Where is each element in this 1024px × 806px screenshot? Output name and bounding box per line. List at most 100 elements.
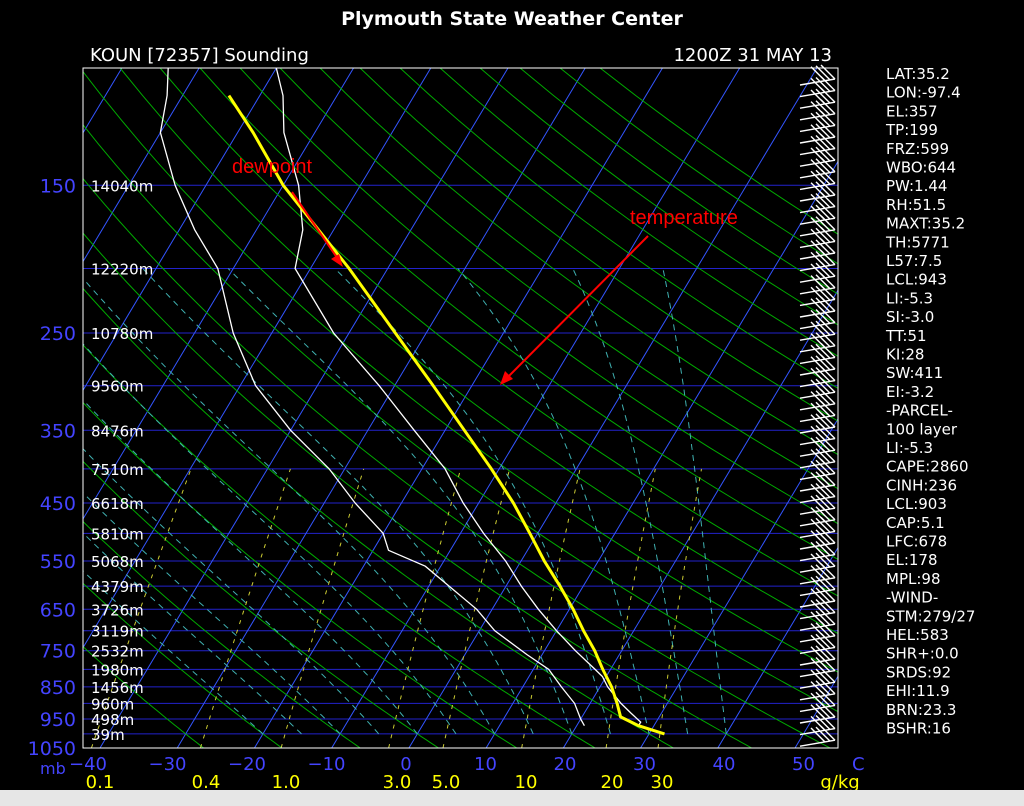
- background-lines: [83, 68, 838, 748]
- dewpoint-arrow-head: [331, 254, 343, 267]
- dry-adiabat: [83, 177, 831, 748]
- bottom-strip: [0, 790, 1024, 806]
- dry-adiabat: [83, 70, 838, 673]
- moist-adiabat: [83, 343, 457, 735]
- index-line: -WIND-: [886, 589, 938, 607]
- pressure-tick-label: 150: [40, 175, 76, 197]
- dry-adiabat: [119, 68, 838, 635]
- wind-barb: [799, 226, 836, 249]
- isotherm: [640, 417, 838, 748]
- index-line: SW:411: [886, 364, 943, 382]
- temperature-tick-label: 50: [792, 754, 815, 775]
- wind-barb: [799, 667, 836, 689]
- pressure-tick-label: 650: [40, 599, 76, 621]
- temperature-unit-label: C: [852, 754, 865, 775]
- mixing-ratio-label: 1.0: [272, 772, 301, 793]
- index-line: STM:279/27: [886, 607, 975, 625]
- dry-adiabat: [359, 68, 838, 422]
- chart-title: Plymouth State Weather Center: [341, 8, 683, 30]
- height-label: 3726m: [91, 601, 144, 619]
- mixing-ratio-line: [605, 468, 656, 748]
- pressure-tick-label: 950: [40, 709, 76, 731]
- dry-adiabat: [83, 582, 283, 748]
- mixing-ratio-line: [90, 468, 192, 748]
- moist-adiabat: [662, 268, 727, 734]
- mixing-ratio-label: 20: [601, 772, 624, 793]
- index-line: MPL:98: [886, 570, 941, 588]
- isotherm: [83, 68, 277, 392]
- index-line: TP:199: [885, 121, 938, 139]
- pressure-tick-label: 250: [40, 323, 76, 345]
- temperature-tick-label: −10: [308, 754, 346, 775]
- wind-barb: [799, 203, 836, 225]
- wind-barb: [799, 250, 836, 272]
- height-label: 14040m: [91, 177, 153, 195]
- dry-adiabat: [83, 520, 361, 748]
- mixing-ratio-label: 30: [651, 772, 674, 793]
- height-label: 5810m: [91, 525, 144, 543]
- height-label: 960m: [91, 695, 134, 713]
- index-line: WBO:644: [886, 159, 956, 177]
- temperature-tick-label: 0: [400, 754, 411, 775]
- mixing-ratio-label: 10: [515, 772, 538, 793]
- mixing-ratio-line: [199, 468, 291, 748]
- temperature-line: [275, 68, 642, 727]
- height-label: 3119m: [91, 623, 144, 641]
- index-line: LI:-5.3: [886, 289, 933, 307]
- moist-adiabat: [83, 277, 496, 735]
- wind-barb: [799, 99, 836, 121]
- index-line: RH:51.5: [886, 196, 946, 214]
- mixing-ratio-line: [657, 468, 702, 748]
- moist-adiabat: [83, 399, 418, 735]
- index-line: SHR+:0.0: [886, 645, 959, 663]
- plot-frame: [82, 67, 839, 749]
- index-line: LON:-97.4: [886, 84, 961, 102]
- temperature-tick-label: 10: [474, 754, 497, 775]
- moist-adiabat: [142, 268, 534, 735]
- mixing-ratio-unit: g/kg: [820, 772, 859, 793]
- pressure-tick-label: 750: [40, 641, 76, 663]
- temperature-tick-label: 20: [554, 754, 577, 775]
- annotation-dewpoint: dewpoint: [232, 156, 313, 178]
- index-line: KI:28: [886, 346, 924, 364]
- moist-adiabat: [83, 492, 341, 735]
- dewpoint-arrow-shaft: [291, 191, 341, 263]
- dry-adiabat: [83, 344, 596, 748]
- index-line: CAPE:2860: [886, 458, 969, 476]
- wind-barb: [799, 76, 836, 98]
- index-line: -PARCEL-: [886, 402, 953, 420]
- moist-adiabat: [83, 570, 264, 735]
- dry-adiabat: [83, 401, 518, 748]
- index-line: 100 layer: [886, 420, 958, 438]
- isotherm: [83, 68, 354, 520]
- dry-adiabat: [199, 68, 838, 560]
- dry-adiabat: [439, 68, 838, 357]
- index-line: MAXT:35.2: [886, 215, 965, 233]
- isotherm: [176, 68, 586, 748]
- dry-adiabat: [83, 232, 752, 748]
- dry-adiabat: [83, 287, 674, 748]
- temperature-tick-label: −30: [149, 754, 187, 775]
- wind-barb: [799, 482, 836, 504]
- index-line: TT:51: [885, 327, 927, 345]
- moist-adiabat: [83, 448, 380, 735]
- index-line: LCL:943: [886, 271, 947, 289]
- height-label: 1980m: [91, 661, 144, 679]
- pressure-tick-label: 450: [40, 493, 76, 515]
- dry-adiabat: [319, 68, 838, 456]
- moist-adiabat: [457, 268, 650, 734]
- moist-adiabat: [572, 268, 689, 734]
- index-line: CAP:5.1: [886, 514, 945, 532]
- index-line: LI:-5.3: [886, 439, 933, 457]
- mixing-ratio-line: [280, 468, 365, 748]
- wind-barbs: [799, 64, 836, 747]
- index-line: EHI:11.9: [886, 682, 950, 700]
- height-label: 39m: [91, 726, 125, 744]
- dry-adiabat: [239, 68, 838, 525]
- parcel-line: [227, 94, 665, 736]
- height-label: 4379m: [91, 578, 144, 596]
- index-line: HEL:583: [886, 626, 949, 644]
- height-label: 498m: [91, 711, 134, 729]
- pressure-tick-label: 850: [40, 677, 76, 699]
